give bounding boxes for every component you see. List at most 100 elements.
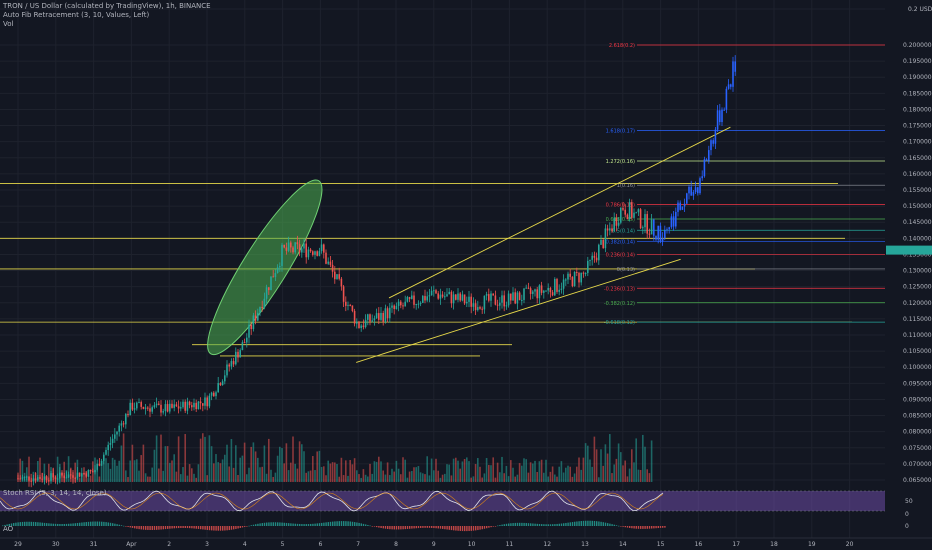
candle-body [639,209,642,229]
candle-body [604,228,607,249]
volume-bar [415,467,417,482]
candle-body [424,295,426,301]
candles [17,55,736,488]
candle-body [565,279,567,281]
ao-bar [530,523,532,526]
ao-bar [21,521,24,526]
candle-body [507,293,510,306]
candle-body [492,293,494,296]
volume-bar [525,459,527,482]
candle-body [584,272,587,274]
candle-body [318,251,321,256]
candle-body [250,324,252,330]
volume-bar [338,476,340,482]
price-tick: 0.07000000 [903,461,932,468]
time-tick: 13 [581,541,589,548]
ao-bar [17,522,19,526]
volume-bar [232,467,235,482]
ao-bar [83,522,85,526]
ao-bar [582,520,585,526]
current-price-tag [886,245,932,255]
ao-bar [426,526,428,528]
price-tick: 0.2 USD [908,6,932,13]
volume-bar [582,457,585,482]
volume-bar [228,466,230,482]
ao-label[interactable]: AO [3,525,14,533]
candle-body [257,312,259,321]
volume-bar [100,464,103,482]
candle-body [72,475,74,478]
ao-bar [87,521,90,526]
candle-body [730,84,732,87]
ao-bar [156,526,158,530]
candle-body [534,289,536,292]
volume-bar [503,473,505,482]
price-tick: 0.18000000 [903,106,932,113]
stoch-k-line [0,490,664,512]
volume-bar [87,477,90,482]
price-tick: 0.09000000 [903,396,932,403]
candle-body [525,287,527,289]
candle-body [496,304,499,306]
candle-body [591,255,593,260]
price-tick: 0.19500000 [903,58,932,65]
price-tick: 0.15000000 [903,203,932,210]
candle-body [215,392,217,397]
ao-bar [521,522,523,526]
volume-bar [644,446,646,482]
volume-bar [257,457,259,482]
candle-body [725,88,728,110]
candle-body [712,140,714,144]
ao-bar [281,522,283,526]
ao-bar [162,526,164,530]
volume-label[interactable]: Vol [3,20,14,28]
volume-bar [290,462,292,482]
ao-bar [24,521,26,526]
volume-bar [118,460,120,482]
volume-bar [609,434,611,482]
ao-bar [648,526,651,529]
volume-bar [373,461,376,482]
volume-bar [122,433,125,482]
price-tick: 0.06500000 [903,477,932,484]
indicator-label[interactable]: Auto Fib Retracement (3, 10, Values, Lef… [3,11,150,19]
candle-body [210,392,213,396]
volume-bar [455,457,457,482]
candle-body [208,395,211,407]
price-axis[interactable]: 0.2 USD 0.20000000 0.19500000 0.19000000 0.1… [886,6,932,484]
ao-bar [4,524,6,526]
volume-bar [595,449,598,482]
candle-body [169,403,171,412]
time-axis[interactable]: 29 30 31 Apr 2 3 4 5 6 7 8 9 10 11 12 13 14 15 16 17 18 19 20 [0,537,932,548]
volume-bar [624,460,626,482]
candle-body [312,251,314,255]
volume-bar [239,457,241,482]
volume-bar [576,466,578,482]
ao-bar [283,522,285,526]
stoch-label[interactable]: Stoch RSI (3, 3, 14, 14, close) [3,489,107,497]
time-tick: 29 [14,541,22,548]
volume-bar [111,457,114,482]
candle-body [100,460,103,466]
volume-bar [305,472,307,482]
ao-bar [543,524,545,526]
volume-bar [276,455,279,482]
candle-body [140,402,142,407]
ao-bar [534,523,536,526]
ao-bar [552,524,554,526]
ao-bar [503,524,505,526]
candle-body [397,301,400,306]
volume-bar [617,443,620,482]
candle-body [576,271,578,273]
volume-bar [301,444,303,482]
fib-label: 0.382(0.14) [606,240,635,246]
volume-bar [457,460,459,482]
candle-body [406,297,409,302]
ao-bar [464,526,466,532]
ao-bar [545,524,547,526]
candle-body [415,304,417,306]
candle-body [360,325,362,329]
ao-bar [285,522,288,526]
candle-body [230,361,233,367]
